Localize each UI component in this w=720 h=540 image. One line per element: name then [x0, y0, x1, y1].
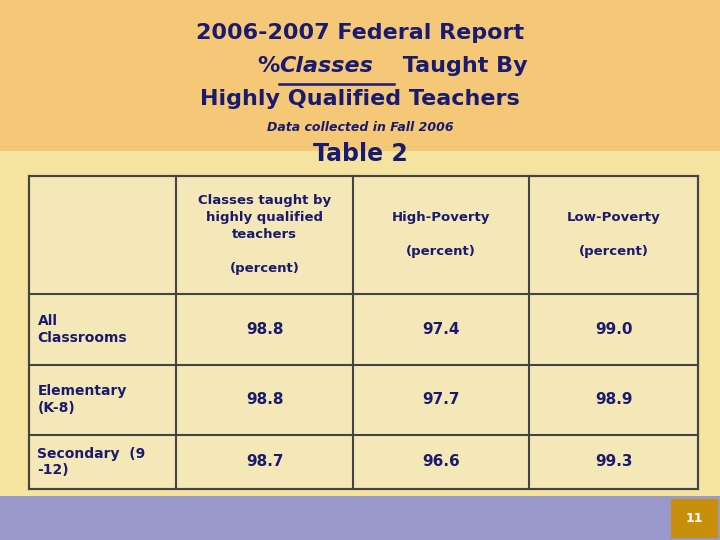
Text: 97.7: 97.7 [422, 392, 460, 407]
Text: Classes: Classes [279, 56, 373, 76]
Text: Taught By: Taught By [395, 56, 527, 76]
Text: High-Poverty

(percent): High-Poverty (percent) [392, 211, 490, 259]
Text: %: % [258, 56, 288, 76]
FancyBboxPatch shape [0, 496, 720, 540]
Text: Secondary  (9
-12): Secondary (9 -12) [37, 447, 145, 477]
Text: Table 2: Table 2 [312, 142, 408, 166]
FancyBboxPatch shape [29, 176, 698, 489]
Text: Classes taught by
highly qualified
teachers

(percent): Classes taught by highly qualified teach… [198, 194, 331, 275]
Text: 98.7: 98.7 [246, 454, 284, 469]
Text: Low-Poverty

(percent): Low-Poverty (percent) [567, 211, 661, 259]
Text: All
Classrooms: All Classrooms [37, 314, 127, 345]
Text: 99.3: 99.3 [595, 454, 633, 469]
FancyBboxPatch shape [0, 0, 720, 151]
Text: 98.9: 98.9 [595, 392, 633, 407]
Text: 11: 11 [685, 512, 703, 525]
FancyBboxPatch shape [671, 499, 718, 538]
Text: Highly Qualified Teachers: Highly Qualified Teachers [200, 89, 520, 109]
Text: 98.8: 98.8 [246, 322, 284, 337]
Text: 97.4: 97.4 [422, 322, 460, 337]
Text: 96.6: 96.6 [422, 454, 460, 469]
Text: 98.8: 98.8 [246, 392, 284, 407]
Text: Data collected in Fall 2006: Data collected in Fall 2006 [266, 121, 454, 134]
Text: 2006-2007 Federal Report: 2006-2007 Federal Report [196, 23, 524, 43]
Text: Elementary
(K-8): Elementary (K-8) [37, 384, 127, 415]
Text: 99.0: 99.0 [595, 322, 633, 337]
